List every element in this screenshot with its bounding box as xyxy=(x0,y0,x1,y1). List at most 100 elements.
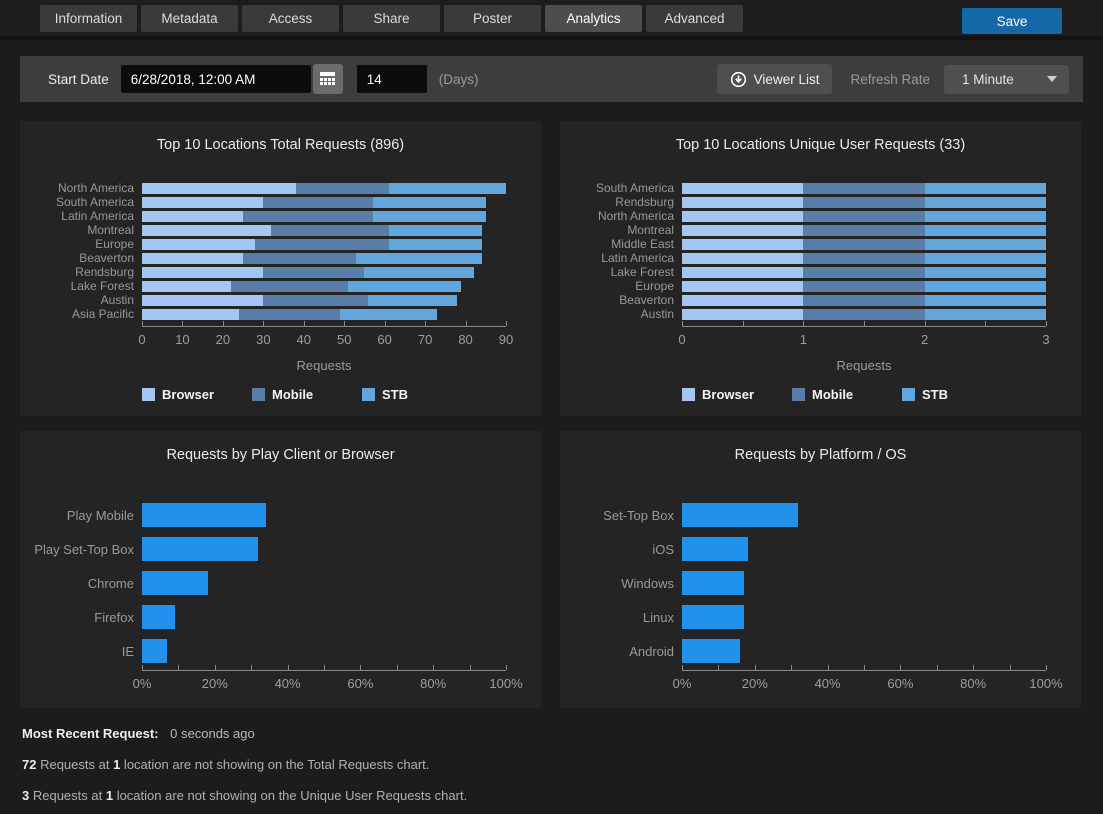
bar-segment-browser xyxy=(682,210,804,222)
bar-segment-stb xyxy=(924,196,1046,208)
bar-track xyxy=(142,503,506,527)
bar-track xyxy=(682,238,1046,250)
category-label: South America xyxy=(55,195,134,209)
axis-tick-label: 100% xyxy=(489,676,523,691)
chart-row: Montreal xyxy=(560,223,1081,237)
tab-metadata[interactable]: Metadata xyxy=(141,4,238,32)
axis-tick-label: 80% xyxy=(960,676,987,691)
chart-row: Austin xyxy=(20,293,541,307)
calendar-button[interactable] xyxy=(312,64,343,94)
axis-tick-label: 60 xyxy=(377,332,392,347)
bar-segment-stb xyxy=(372,196,486,208)
category-label: Montreal xyxy=(627,223,674,237)
chart-panel-3: Requests by Platform / OS Set-Top Box iOS W… xyxy=(560,431,1081,708)
axis-tick xyxy=(396,665,398,670)
axis-tick xyxy=(985,321,987,326)
category-label: Beaverton xyxy=(619,293,674,307)
category-label: Rendsburg xyxy=(75,265,134,279)
bar-segment-stb xyxy=(924,280,1046,292)
legend-swatch xyxy=(902,388,915,401)
axis-tick xyxy=(425,321,427,326)
bar-segment-mobile xyxy=(803,196,925,208)
bar-segment-stb xyxy=(372,210,486,222)
axis-tick xyxy=(287,665,289,670)
axis-tick-label: 0% xyxy=(672,676,692,691)
tab-share[interactable]: Share xyxy=(343,4,440,32)
chart-row: Windows xyxy=(560,566,1081,600)
bar-track xyxy=(682,224,1046,236)
axis-tick-label: 0% xyxy=(132,676,152,691)
bar-segment-mobile xyxy=(803,308,925,320)
chart-row: Europe xyxy=(20,237,541,251)
axis-tick xyxy=(1046,321,1047,326)
chart-row: Rendsburg xyxy=(560,195,1081,209)
bar-segment-stb xyxy=(356,252,482,264)
refresh-rate-dropdown[interactable]: 1 Minute xyxy=(944,64,1069,94)
bar-segment-mobile xyxy=(271,224,389,236)
chart-row: Montreal xyxy=(20,223,541,237)
category-label: Lake Forest xyxy=(610,265,674,279)
axis-tick xyxy=(142,321,143,326)
category-label: South America xyxy=(595,181,674,195)
note-text: Requests at xyxy=(29,788,106,803)
bar-track xyxy=(682,571,1046,595)
axis-tick xyxy=(864,321,865,326)
axis-tick-label: 3 xyxy=(1042,332,1050,347)
bar-segment-mobile xyxy=(243,210,373,222)
x-axis: 0% 20% 40% 60% 80% 100% xyxy=(133,665,523,694)
legend-item-mobile: Mobile xyxy=(792,387,902,402)
chart-row: Rendsburg xyxy=(20,265,541,279)
bar-track xyxy=(682,266,1046,278)
note-text: location are not showing on the Unique U… xyxy=(113,788,468,803)
axis-tick-label: 100% xyxy=(1029,676,1063,691)
bar-segment-mobile xyxy=(255,238,389,250)
chart-title: Requests by Play Client or Browser xyxy=(166,447,395,463)
legend-label: Browser xyxy=(162,387,215,402)
tab-poster[interactable]: Poster xyxy=(444,4,541,32)
chart-row: Linux xyxy=(560,600,1081,634)
axis-tick xyxy=(465,321,467,326)
legend: Browser Mobile STB xyxy=(142,387,541,402)
days-suffix-label: (Days) xyxy=(438,71,479,87)
category-label: Latin America xyxy=(601,251,674,265)
viewer-list-button[interactable]: Viewer List xyxy=(716,64,833,94)
axis-tick xyxy=(791,665,793,670)
category-label: Lake Forest xyxy=(70,279,134,293)
tab-analytics[interactable]: Analytics xyxy=(545,4,642,32)
bar-track xyxy=(682,210,1046,222)
bar-segment-browser xyxy=(682,308,804,320)
category-label: Play Mobile xyxy=(66,507,134,523)
chart-row: Lake Forest xyxy=(560,265,1081,279)
bar-track xyxy=(142,280,506,292)
chart-row: Firefox xyxy=(20,600,541,634)
bar-segment-stb xyxy=(340,308,438,320)
axis-tick-label: 80% xyxy=(420,676,447,691)
legend-label: Mobile xyxy=(812,387,854,402)
save-button[interactable]: Save xyxy=(962,8,1062,34)
bar-segment-stb xyxy=(924,210,1046,222)
start-date-input[interactable] xyxy=(120,65,311,93)
axis-tick xyxy=(1046,665,1047,670)
axis-tick xyxy=(222,321,224,326)
bar xyxy=(682,605,744,629)
chart-title: Top 10 Locations Unique User Requests (3… xyxy=(675,137,966,153)
bar-segment-stb xyxy=(348,280,462,292)
bar xyxy=(142,537,259,561)
bar-track xyxy=(142,605,506,629)
chart-row: Chrome xyxy=(20,566,541,600)
bar-segment-browser xyxy=(142,238,256,250)
axis-tick xyxy=(718,665,720,670)
tab-access[interactable]: Access xyxy=(242,4,339,32)
tab-information[interactable]: Information xyxy=(40,4,137,32)
legend-label: Mobile xyxy=(272,387,314,402)
legend-swatch xyxy=(682,388,695,401)
axis-tick xyxy=(251,665,253,670)
days-input[interactable] xyxy=(356,65,427,93)
bar-segment-mobile xyxy=(295,182,389,194)
axis-tick-label: 60% xyxy=(887,676,914,691)
bar-track xyxy=(142,238,506,250)
chart-row: Latin America xyxy=(560,251,1081,265)
chart-row: Play Set-Top Box xyxy=(20,532,541,566)
x-axis-label: Requests xyxy=(836,358,892,373)
tab-advanced[interactable]: Advanced xyxy=(646,4,743,32)
